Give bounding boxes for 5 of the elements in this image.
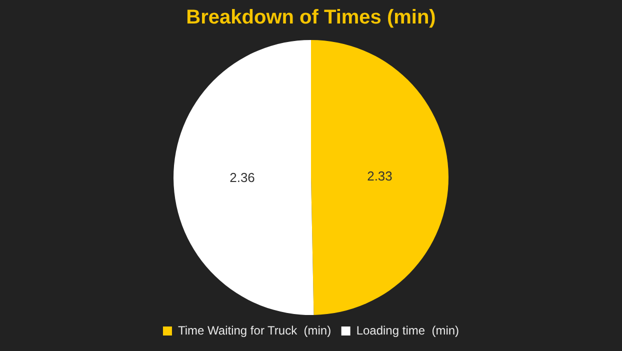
legend-label: Time Waiting for Truck (min) [178, 323, 332, 338]
data-label: 2.33 [367, 168, 392, 184]
chart-title: Breakdown of Times (min) [186, 6, 436, 29]
legend-label: Loading time (min) [356, 323, 460, 338]
data-label: 2.36 [230, 170, 255, 185]
